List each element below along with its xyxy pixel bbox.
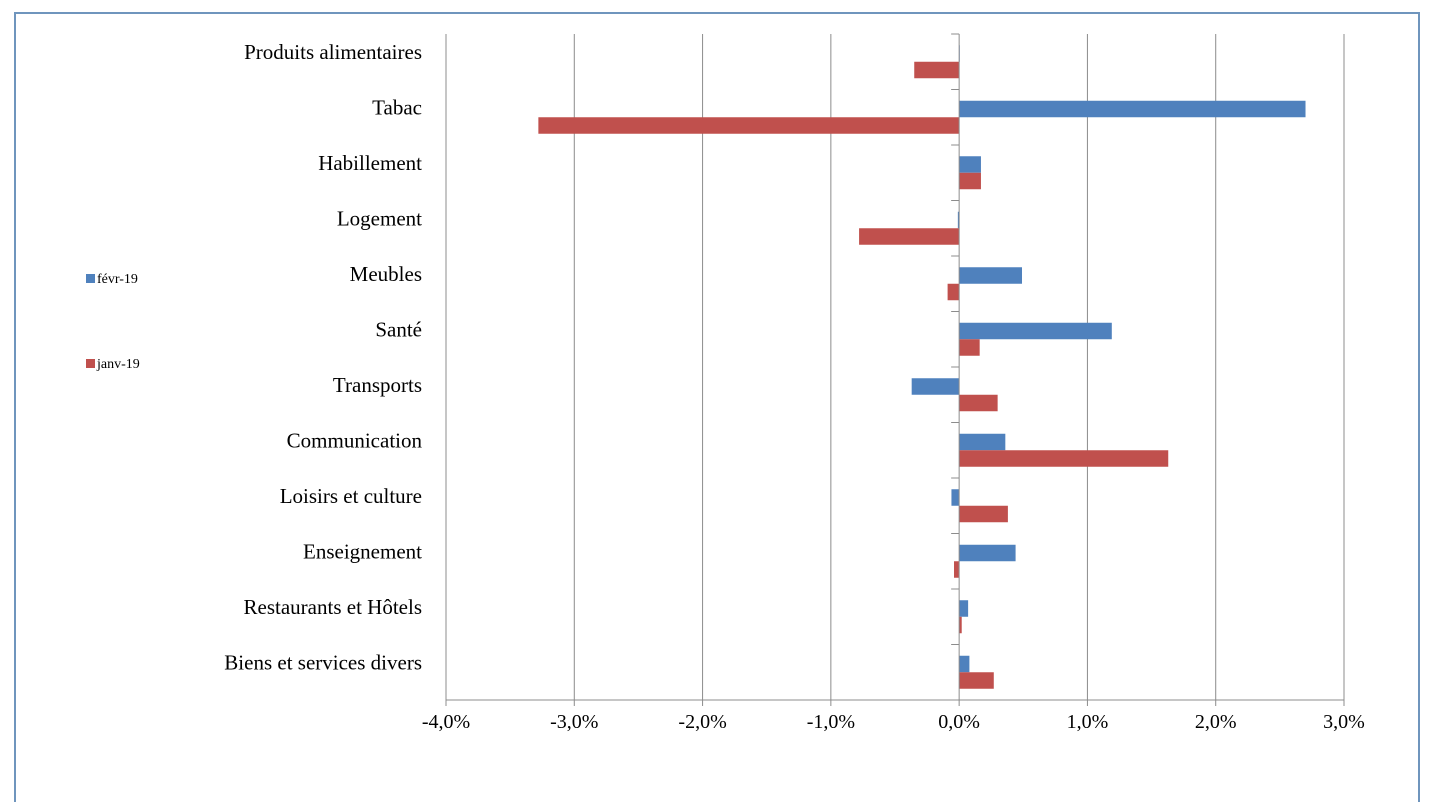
category-label-4: Meubles	[350, 262, 422, 286]
bar-fevr-5	[959, 322, 1112, 340]
legend-label-fevr: févr-19	[97, 272, 138, 287]
tick-label-6: 2,0%	[1195, 711, 1237, 733]
bar-janv-0	[914, 61, 960, 79]
bar-janv-10	[959, 616, 962, 634]
tick-label-5: 1,0%	[1067, 711, 1109, 733]
bar-janv-5	[959, 339, 980, 356]
bar-janv-11	[959, 672, 994, 689]
bars	[538, 45, 1306, 689]
tick-label-2: -2,0%	[678, 711, 726, 733]
bar-fevr-1	[959, 100, 1306, 118]
category-label-10: Restaurants et Hôtels	[244, 595, 422, 619]
chart-frame: Produits alimentaires Tabac Habillement Log…	[14, 12, 1420, 802]
bar-janv-1	[538, 117, 960, 134]
tick-label-7: 3,0%	[1323, 711, 1365, 733]
category-label-11: Biens et services divers	[224, 650, 422, 674]
category-label-7: Communication	[287, 428, 423, 452]
bar-fevr-7	[959, 433, 1006, 451]
bar-janv-9	[954, 561, 960, 578]
bar-janv-2	[959, 172, 981, 190]
bar-fevr-3	[957, 211, 960, 229]
bar-janv-7	[959, 450, 1169, 467]
tick-label-1: -3,0%	[550, 711, 598, 733]
bar-janv-3	[859, 228, 960, 245]
legend: févr-19 janv-19	[86, 272, 140, 372]
tick-label-4: 0,0%	[938, 711, 980, 733]
bar-fevr-4	[959, 267, 1023, 284]
bar-janv-8	[959, 505, 1008, 523]
category-label-8: Loisirs et culture	[280, 484, 422, 508]
tick-label-3: -1,0%	[807, 711, 855, 733]
tick-label-0: -4,0%	[422, 711, 470, 733]
bar-fevr-8	[951, 489, 960, 506]
category-label-0: Produits alimentaires	[244, 40, 422, 64]
category-label-5: Santé	[375, 317, 422, 341]
category-label-2: Habillement	[318, 151, 422, 175]
bar-janv-6	[959, 394, 998, 412]
bar-fevr-10	[959, 600, 969, 617]
category-label-1: Tabac	[372, 95, 422, 119]
legend-swatch-fevr	[86, 274, 95, 283]
bar-fevr-2	[959, 156, 981, 173]
bar-fevr-9	[959, 544, 1016, 562]
gridlines	[445, 34, 1345, 700]
bar-fevr-6	[911, 378, 960, 395]
bar-chart: Produits alimentaires Tabac Habillement Log…	[86, 33, 1365, 733]
bar-fevr-11	[959, 655, 970, 673]
category-label-3: Logement	[337, 206, 422, 230]
category-label-9: Enseignement	[303, 539, 422, 563]
bar-janv-4	[947, 283, 960, 301]
legend-swatch-janv	[86, 359, 95, 368]
category-labels: Produits alimentaires Tabac Habillement Log…	[224, 40, 422, 675]
tick-labels: -4,0% -3,0% -2,0% -1,0% 0,0% 1,0% 2,0% 3,0%	[422, 711, 1365, 733]
axes	[445, 33, 1345, 706]
legend-label-janv: janv-19	[96, 357, 140, 372]
category-label-6: Transports	[333, 373, 422, 397]
